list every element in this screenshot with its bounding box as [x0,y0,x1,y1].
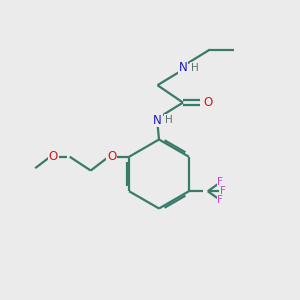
Text: H: H [190,63,198,73]
Text: N: N [178,61,188,74]
Text: F: F [220,186,226,196]
Text: O: O [107,150,116,163]
Text: F: F [218,195,223,205]
Text: O: O [49,150,58,163]
Text: H: H [165,115,173,125]
Text: N: N [153,113,162,127]
Text: O: O [204,96,213,109]
Text: F: F [218,177,223,187]
